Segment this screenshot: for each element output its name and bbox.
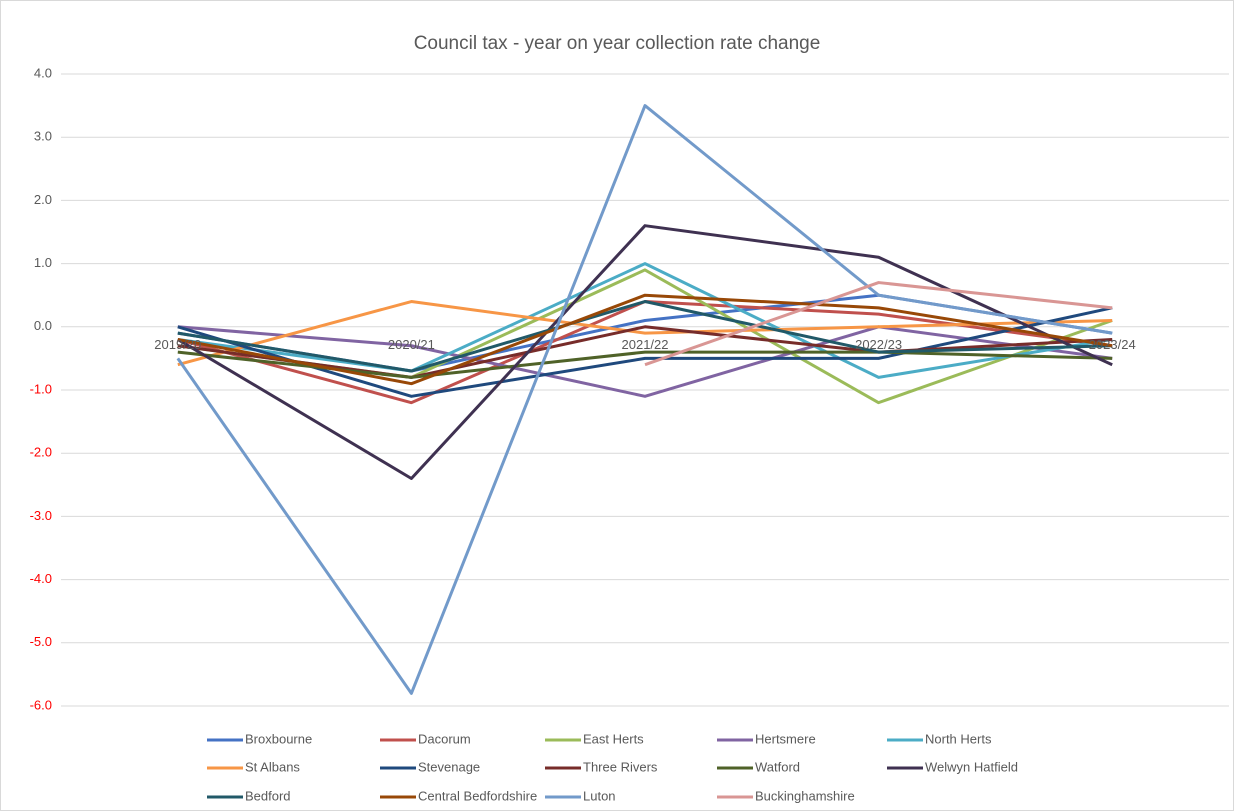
y-tick-label: -1.0 (30, 381, 52, 396)
x-tick-label: 2023/24 (1089, 337, 1136, 352)
y-tick-label: 2.0 (34, 192, 52, 207)
series-line (176, 104, 1113, 695)
legend-label: Luton (583, 788, 616, 803)
legend-label: Buckinghamshire (755, 788, 855, 803)
y-tick-label: 1.0 (34, 255, 52, 270)
series-line (177, 325, 1113, 379)
y-tick-label: 3.0 (34, 129, 52, 144)
series-line (644, 281, 1113, 367)
y-tick-label: -4.0 (30, 571, 52, 586)
legend-label: East Herts (583, 731, 644, 746)
series-line (177, 306, 1113, 398)
legend-label: Central Bedfordshire (418, 788, 537, 803)
legend-label: Welwyn Hatfield (925, 759, 1018, 774)
y-tick-label: -2.0 (30, 445, 52, 460)
legend-label: Bedford (245, 788, 291, 803)
x-tick-label: 2021/22 (622, 337, 669, 352)
x-tick-label: 2022/23 (855, 337, 902, 352)
x-tick-label: 2019/20 (154, 337, 201, 352)
y-tick-label: -6.0 (30, 697, 52, 712)
legend-label: North Herts (925, 731, 992, 746)
y-tick-label: 0.0 (34, 318, 52, 333)
chart-title: Council tax - year on year collection ra… (414, 33, 821, 54)
y-tick-label: 4.0 (34, 65, 52, 80)
series-line (177, 224, 1113, 480)
legend-label: Broxbourne (245, 731, 312, 746)
legend-label: St Albans (245, 759, 300, 774)
legend-label: Three Rivers (583, 759, 658, 774)
legend-label: Hertsmere (755, 731, 816, 746)
legend-label: Dacorum (418, 731, 471, 746)
series-line (177, 262, 1113, 379)
y-tick-label: -5.0 (30, 634, 52, 649)
series-line (177, 300, 1113, 367)
series-line (177, 293, 1113, 386)
series-line (177, 300, 1113, 373)
series-line (177, 325, 1113, 398)
y-tick-label: -3.0 (30, 508, 52, 523)
legend-label: Stevenage (418, 759, 480, 774)
legend-label: Watford (755, 759, 800, 774)
x-tick-label: 2020/21 (388, 337, 435, 352)
